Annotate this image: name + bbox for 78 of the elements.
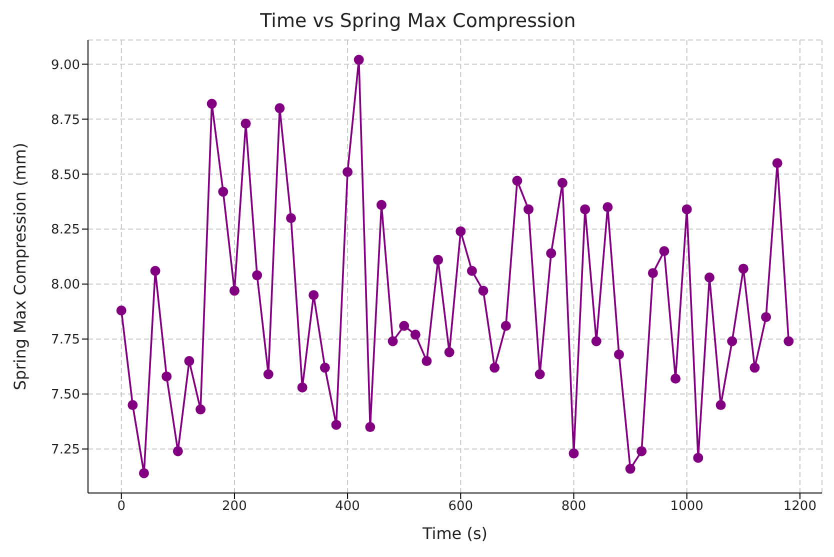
- point: [716, 400, 726, 410]
- y-axis-title: Spring Max Compression (mm): [10, 142, 30, 390]
- point: [557, 178, 568, 188]
- point: [128, 400, 138, 410]
- point: [693, 452, 704, 463]
- point: [422, 356, 432, 366]
- x-tick-label: 400: [335, 499, 360, 514]
- point: [704, 272, 714, 282]
- point: [229, 286, 240, 296]
- point: [500, 320, 511, 331]
- y-tick-label: 8.75: [51, 112, 80, 128]
- point: [648, 268, 658, 278]
- point: [580, 204, 590, 214]
- point: [772, 158, 782, 168]
- x-tick-label: 800: [561, 499, 586, 514]
- point: [308, 290, 319, 300]
- point: [320, 362, 330, 373]
- point: [218, 186, 228, 197]
- point: [433, 254, 444, 265]
- point: [784, 336, 794, 346]
- point: [172, 446, 183, 456]
- point: [410, 330, 420, 340]
- y-tick-label: 8.50: [51, 168, 80, 183]
- y-tick-label: 8.25: [51, 222, 80, 238]
- point: [670, 374, 681, 384]
- point: [206, 98, 217, 109]
- y-tick-label: 7.25: [51, 442, 80, 458]
- point: [196, 404, 206, 414]
- point: [263, 369, 274, 380]
- point: [399, 320, 410, 331]
- point: [568, 448, 579, 458]
- x-tick-label: 600: [448, 499, 474, 514]
- point: [331, 420, 342, 430]
- point: [614, 349, 624, 360]
- point: [761, 312, 772, 322]
- y-tick-label: 7.50: [51, 388, 80, 403]
- point: [286, 213, 296, 224]
- point: [150, 266, 160, 276]
- point: [162, 371, 172, 382]
- point: [466, 266, 477, 276]
- point: [354, 54, 364, 65]
- point: [138, 468, 149, 478]
- y-tick-label: 9.00: [51, 58, 80, 73]
- point: [274, 103, 285, 114]
- point: [365, 422, 376, 432]
- point: [490, 362, 500, 373]
- point: [252, 270, 262, 280]
- x-axis-title: Time (s): [421, 524, 488, 543]
- y-tick-label: 7.75: [51, 332, 80, 348]
- point: [738, 264, 748, 274]
- point: [512, 176, 522, 186]
- x-tick-label: 0: [117, 499, 126, 514]
- point: [184, 356, 194, 366]
- x-tick-label: 1000: [670, 499, 704, 514]
- point: [727, 336, 738, 346]
- point: [388, 336, 398, 346]
- point: [602, 202, 613, 212]
- point: [478, 286, 488, 296]
- point: [297, 382, 308, 392]
- point: [750, 362, 760, 373]
- point: [116, 305, 126, 316]
- point: [456, 226, 466, 236]
- point: [546, 248, 556, 258]
- point: [682, 204, 692, 214]
- chart-title: Time vs Spring Max Compression: [259, 9, 577, 34]
- point: [524, 204, 534, 214]
- point: [625, 464, 636, 474]
- point: [342, 166, 353, 177]
- x-tick-label: 1200: [783, 499, 816, 514]
- point: [444, 347, 454, 358]
- point: [240, 118, 251, 129]
- y-tick-label: 8.00: [51, 278, 80, 293]
- x-tick-label: 200: [222, 499, 247, 514]
- point: [591, 336, 602, 346]
- point: [636, 446, 647, 456]
- point: [659, 246, 670, 256]
- point: [534, 369, 545, 380]
- point: [376, 200, 386, 210]
